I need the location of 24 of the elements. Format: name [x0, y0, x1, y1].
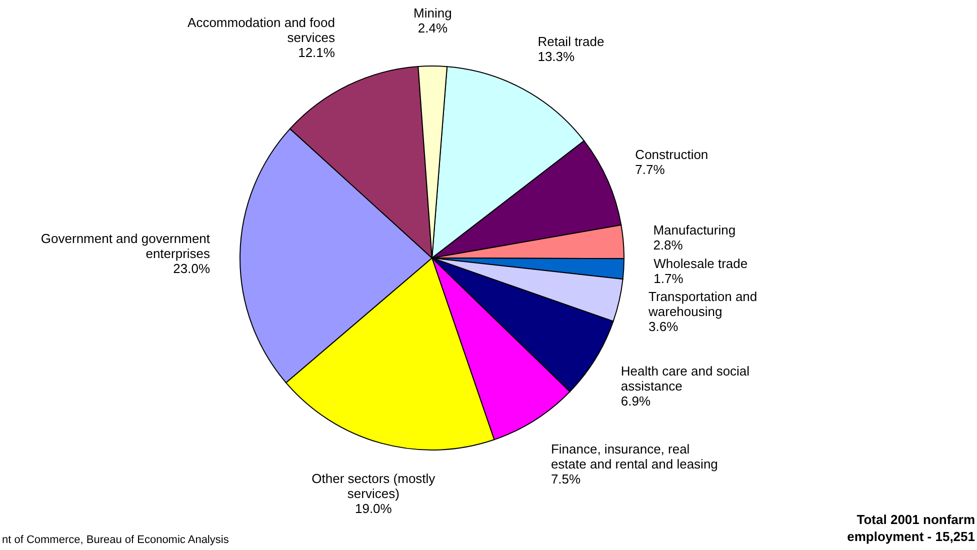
- data-label: 2.4%: [418, 20, 448, 36]
- data-label: 3.6%: [648, 319, 679, 334]
- data-label: 23.0%: [173, 261, 210, 276]
- data-label: 19.0%: [354, 500, 392, 516]
- data-label: 7.7%: [635, 162, 666, 178]
- data-label: 12.1%: [298, 45, 336, 60]
- slice-label: Accommodation and food services: [188, 15, 336, 46]
- data-label: 2.8%: [653, 237, 684, 252]
- slice-label: Mining: [414, 6, 452, 20]
- data-label: 13.3%: [538, 49, 576, 64]
- slice-label: Finance, insurance, real estate and rental and leasing: [550, 441, 718, 472]
- slice-label: Transportation and warehousing: [648, 289, 758, 320]
- text: Total 2001 nonfarm employment - 15,251: [847, 512, 975, 544]
- slice-label: Other sectors (mostly services): [312, 470, 436, 501]
- data-label: 7.5%: [550, 471, 582, 486]
- slice-label: Manufacturing: [653, 222, 736, 238]
- text: nt of Commerce, Bureau of Economic Analysis: [2, 534, 230, 546]
- slice-label: Health care and social assistance: [620, 363, 750, 394]
- slice-label: Retail trade: [538, 34, 604, 50]
- data-label: 1.7%: [654, 270, 684, 286]
- slice-label: Wholesale trade: [654, 256, 748, 271]
- slice-label: Construction: [635, 147, 708, 162]
- data-label: 6.9%: [620, 393, 651, 408]
- slice-label: Government and government enterprises: [40, 231, 211, 262]
